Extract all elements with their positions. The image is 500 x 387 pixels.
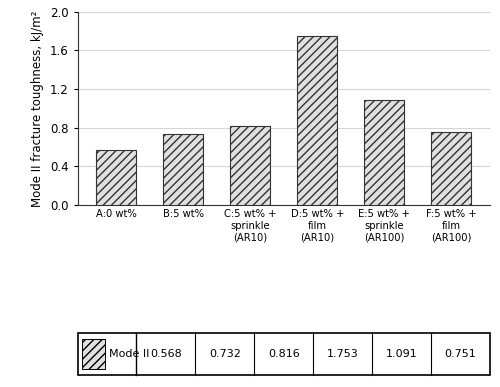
Text: 0.568: 0.568 xyxy=(150,349,182,359)
Text: 0.816: 0.816 xyxy=(268,349,300,359)
Text: 1.753: 1.753 xyxy=(327,349,358,359)
Bar xyxy=(364,99,405,205)
Bar xyxy=(431,132,471,205)
Bar xyxy=(82,339,104,369)
Bar xyxy=(297,36,338,205)
Bar xyxy=(96,150,136,205)
Y-axis label: Mode II fracture toughness, kJ/m²: Mode II fracture toughness, kJ/m² xyxy=(31,10,44,207)
Text: 0.732: 0.732 xyxy=(209,349,241,359)
Bar xyxy=(230,126,270,205)
Text: 0.751: 0.751 xyxy=(444,349,476,359)
Bar xyxy=(163,134,203,205)
Text: 1.091: 1.091 xyxy=(386,349,418,359)
Text: Mode II: Mode II xyxy=(108,349,149,359)
